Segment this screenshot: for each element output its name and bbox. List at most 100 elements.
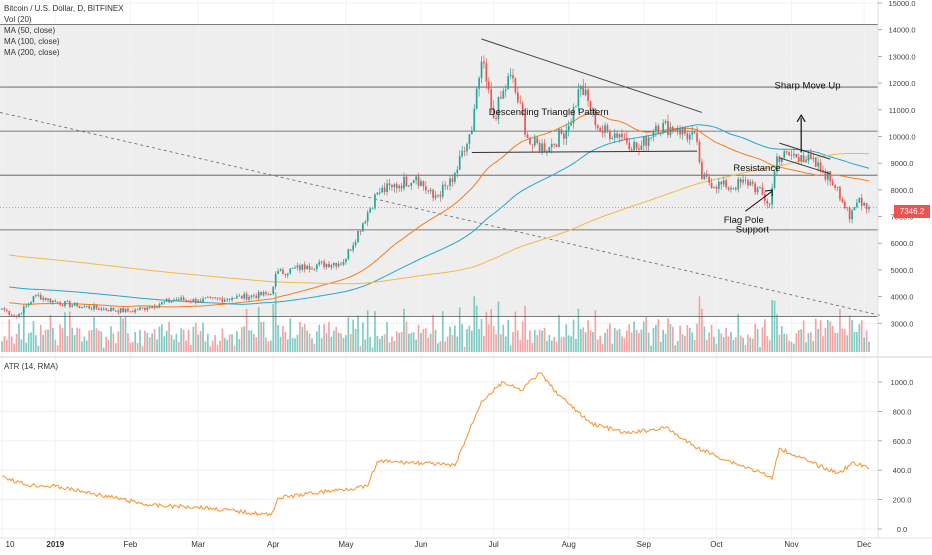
time-tick-label: Jul	[489, 540, 499, 549]
sharp-move-up-label: Sharp Move Up	[775, 80, 841, 91]
volume-bar	[134, 332, 137, 352]
volume-bar	[180, 328, 183, 352]
volume-bar	[553, 337, 556, 352]
candle-body	[175, 299, 178, 301]
candle-body	[255, 296, 258, 299]
volume-bar	[73, 334, 76, 352]
candle-body	[136, 309, 139, 311]
volume-bar	[814, 318, 817, 352]
candle-body	[475, 88, 478, 109]
volume-bar	[110, 326, 112, 352]
volume-bar	[824, 327, 827, 352]
volume-bar	[175, 333, 178, 352]
volume-bar	[429, 333, 432, 352]
candle-body	[613, 133, 616, 139]
candle-body	[657, 125, 660, 134]
volume-bar	[306, 330, 308, 352]
volume-bar	[795, 333, 798, 352]
volume-bar	[388, 342, 391, 352]
symbol-title[interactable]: Bitcoin / U.S. Dollar, D, BITFINEX	[4, 4, 124, 13]
candle-body	[388, 183, 391, 186]
candle-body	[461, 150, 463, 157]
volume-bar	[30, 332, 32, 352]
candle-body	[214, 297, 216, 299]
candle-body	[194, 298, 197, 303]
volume-bar	[274, 292, 277, 352]
candle-body	[638, 148, 640, 150]
candle-body	[151, 306, 153, 309]
candle-body	[177, 299, 180, 301]
volume-bar	[843, 328, 846, 352]
candle-body	[725, 180, 727, 188]
volume-bar	[463, 346, 466, 352]
candle-body	[529, 137, 531, 145]
volume-bar	[858, 324, 861, 352]
volume-bar	[286, 339, 289, 352]
volume-bar	[231, 334, 233, 352]
volume-bar	[294, 338, 296, 352]
volume-bar	[458, 307, 461, 352]
candle-body	[601, 131, 604, 133]
volume-bar	[541, 330, 543, 352]
volume-bar	[83, 336, 86, 352]
legend-ma200[interactable]: MA (200, close)	[4, 48, 60, 57]
volume-bar	[1, 341, 3, 352]
volume-bar	[863, 337, 866, 352]
candle-body	[747, 180, 749, 186]
candle-body	[579, 85, 582, 90]
volume-bar	[64, 312, 66, 352]
volume-bar	[173, 339, 175, 352]
volume-bar	[579, 329, 582, 352]
volume-bar	[277, 324, 279, 352]
candle-body	[8, 310, 11, 315]
volume-bar	[78, 328, 81, 352]
resistance-label: Resistance	[733, 163, 780, 174]
candle-body	[686, 133, 689, 140]
candle-body	[127, 308, 129, 312]
candle-body	[274, 273, 277, 287]
candle-body	[444, 184, 447, 186]
volume-bar	[49, 314, 52, 352]
candle-body	[187, 300, 190, 302]
volume-bar	[853, 331, 856, 352]
volume-bar	[381, 335, 384, 352]
volume-bar	[192, 326, 195, 352]
candle-body	[863, 203, 866, 206]
candle-body	[814, 157, 817, 167]
candle-body	[688, 134, 691, 140]
volume-bar	[27, 333, 30, 352]
legend-vol[interactable]: Vol (20)	[4, 15, 32, 24]
volume-bar	[461, 324, 463, 352]
volume-bar	[691, 332, 694, 352]
candle-body	[589, 100, 592, 111]
price-tick-label: 10000.0	[888, 132, 915, 141]
legend-ma100[interactable]: MA (100, close)	[4, 37, 60, 46]
volume-bar	[470, 330, 473, 352]
candle-body	[231, 297, 233, 300]
candle-body	[347, 249, 350, 259]
volume-bar	[207, 333, 209, 352]
volume-bar	[684, 335, 686, 352]
volume-bar	[393, 341, 396, 352]
candle-body	[635, 142, 638, 149]
volume-bar	[13, 343, 15, 352]
candle-body	[485, 63, 488, 82]
triangle-upper-trendline	[481, 38, 703, 113]
volume-bar	[376, 335, 379, 352]
volume-bar	[771, 299, 773, 352]
candle-body	[165, 299, 168, 302]
candle-body	[449, 178, 451, 186]
candle-body	[107, 310, 110, 312]
volume-bar	[589, 330, 592, 352]
legend-ma50[interactable]: MA (50, close)	[4, 26, 56, 35]
candle-body	[10, 314, 13, 316]
volume-bar	[630, 332, 633, 352]
candle-body	[642, 136, 645, 146]
candle-body	[669, 126, 672, 136]
volume-bar	[504, 336, 507, 352]
candle-body	[701, 162, 703, 180]
volume-bar	[352, 319, 355, 352]
candle-body	[289, 268, 292, 274]
atr-tick-label: 800.0	[893, 407, 912, 416]
